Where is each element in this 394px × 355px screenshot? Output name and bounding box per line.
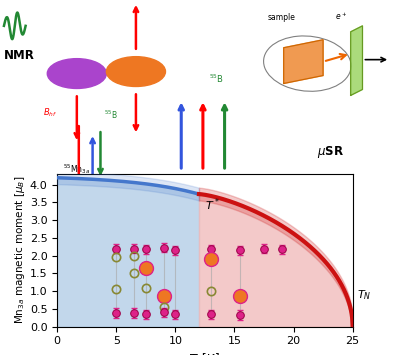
Text: $e^+$: $e^+$ <box>335 10 347 22</box>
Y-axis label: Mn$_{3a}$ magnetic moment [$\mu_B$]: Mn$_{3a}$ magnetic moment [$\mu_B$] <box>13 176 27 324</box>
Polygon shape <box>351 26 362 95</box>
Text: $\mu_0 H$: $\mu_0 H$ <box>85 204 100 217</box>
Text: $B_{hf}$: $B_{hf}$ <box>43 106 57 119</box>
Text: $^{55}$B: $^{55}$B <box>104 109 118 121</box>
Text: $^{55}$B: $^{55}$B <box>209 73 224 86</box>
X-axis label: T [K]: T [K] <box>190 352 220 355</box>
Text: sample: sample <box>268 13 296 22</box>
Text: NMR: NMR <box>4 49 35 62</box>
Text: $T^*$: $T^*$ <box>205 197 219 213</box>
Circle shape <box>106 57 165 87</box>
Polygon shape <box>284 40 323 83</box>
Circle shape <box>47 59 106 88</box>
Text: $\mu$SR: $\mu$SR <box>318 144 344 160</box>
Text: $T_N$: $T_N$ <box>357 288 372 301</box>
Text: $^{55}$Mn$_{3a}$: $^{55}$Mn$_{3a}$ <box>63 163 90 176</box>
